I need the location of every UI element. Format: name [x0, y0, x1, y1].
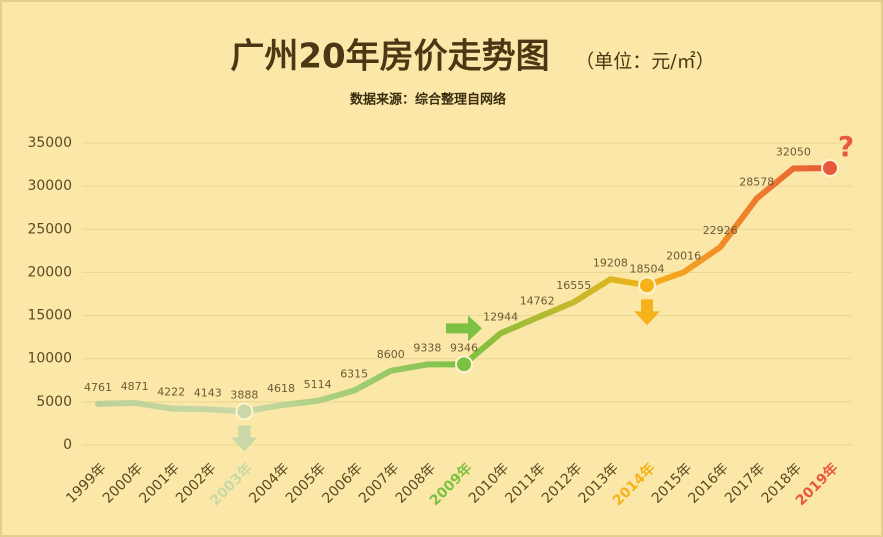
y-tick-label: 0: [63, 437, 72, 453]
value-label: 19208: [593, 256, 628, 269]
value-label: 8600: [377, 348, 405, 361]
value-label: 4222: [157, 386, 185, 399]
value-label: 32050: [776, 145, 811, 158]
source-note: 数据来源：综合整理自网络: [350, 92, 506, 108]
highlight-marker: [821, 159, 839, 178]
value-label: 28578: [739, 175, 774, 188]
value-label: 12944: [483, 310, 518, 323]
value-label: 9338: [413, 341, 441, 354]
highlight-marker: [455, 355, 473, 374]
value-label: 6315: [340, 368, 368, 381]
value-label: 16555: [556, 279, 591, 292]
value-label: 14762: [520, 295, 555, 308]
y-tick-label: 30000: [27, 178, 72, 194]
value-label: 22926: [703, 224, 738, 237]
y-tick-label: 20000: [27, 264, 72, 280]
down-arrow: [634, 299, 660, 326]
y-tick-label: 35000: [27, 135, 72, 151]
value-label: 4761: [84, 381, 112, 394]
value-label: 9346: [450, 341, 478, 354]
value-label: 18504: [630, 262, 665, 275]
chart-title: 广州20年房价走势图: [230, 37, 549, 77]
y-tick-label: 15000: [27, 308, 72, 324]
annotation: ?: [838, 130, 854, 163]
y-tick-label: 10000: [27, 351, 72, 367]
y-tick-label: 25000: [27, 221, 72, 237]
value-label: 5114: [304, 378, 332, 391]
value-label: 4871: [121, 380, 149, 393]
down-arrow: [231, 425, 258, 452]
value-label: 3888: [230, 388, 258, 401]
value-label: 4143: [194, 386, 222, 399]
chart-subtitle: （单位：元/㎡）: [575, 50, 714, 73]
highlight-marker: [235, 402, 254, 421]
highlight-marker: [638, 276, 656, 295]
y-tick-label: 5000: [36, 394, 72, 410]
value-label: 4618: [267, 382, 295, 395]
value-label: 20016: [666, 249, 701, 262]
right-arrow: [446, 315, 482, 342]
